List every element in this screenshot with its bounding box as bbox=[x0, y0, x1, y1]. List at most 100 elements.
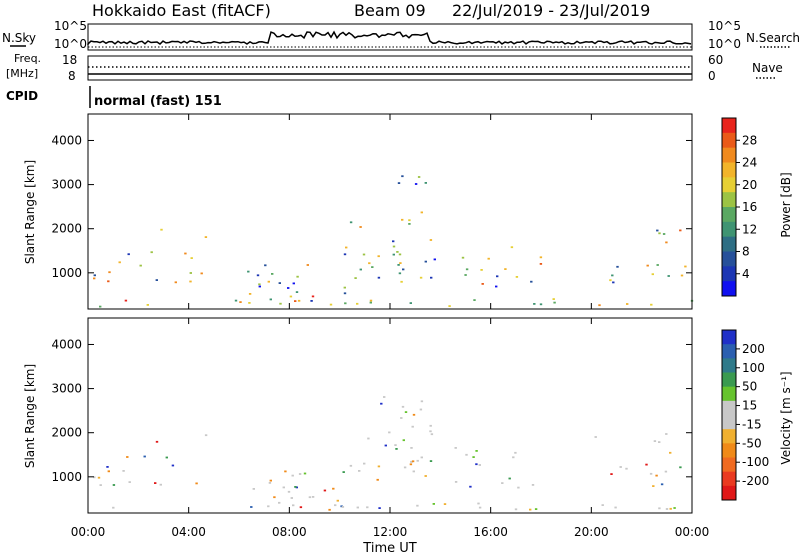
colorbar-swatch bbox=[722, 192, 736, 208]
range-time-cell bbox=[291, 474, 294, 477]
range-time-cell bbox=[128, 481, 131, 483]
range-time-cell bbox=[328, 508, 331, 511]
range-time-cell bbox=[247, 270, 250, 273]
range-tick-label: 4000 bbox=[51, 133, 82, 147]
range-time-cell bbox=[195, 482, 198, 485]
time-axis: 00:00 04:00 08:00 12:00 16:00 20:00 00:00 bbox=[71, 114, 709, 539]
colorbar-swatch bbox=[722, 415, 736, 430]
velocity-colorbar: 200 100 50 15 -15 -50 -100 -200 bbox=[721, 329, 769, 501]
range-time-cell bbox=[539, 263, 543, 265]
range-time-cell bbox=[303, 472, 307, 475]
time-tick-label: 08:00 bbox=[272, 525, 307, 539]
range-time-cell bbox=[258, 283, 261, 286]
colorbar-swatch bbox=[722, 457, 736, 473]
range-time-cell bbox=[625, 467, 628, 470]
range-time-cell bbox=[533, 303, 536, 305]
range-time-cell bbox=[660, 483, 664, 486]
range-time-cell bbox=[343, 253, 347, 256]
range-time-cell bbox=[501, 482, 504, 484]
range-time-cell bbox=[93, 274, 96, 277]
range-time-cell bbox=[294, 486, 297, 488]
range-time-cell bbox=[380, 402, 383, 405]
noise-right-tick-low: 10^0 bbox=[708, 37, 741, 51]
colorbar-swatch bbox=[722, 386, 736, 402]
range-time-cell bbox=[97, 476, 101, 479]
range-time-cell bbox=[408, 223, 411, 225]
range-time-cell bbox=[429, 239, 433, 241]
range-time-cell bbox=[419, 276, 423, 279]
range-tick-label: 4000 bbox=[51, 337, 82, 351]
range-time-cell bbox=[359, 226, 362, 228]
range-time-cell bbox=[340, 505, 343, 508]
range-time-cell bbox=[311, 496, 315, 498]
range-time-cell bbox=[417, 176, 421, 178]
range-tick-label: 1000 bbox=[51, 470, 82, 484]
range-time-cell bbox=[252, 488, 255, 490]
range-time-cell bbox=[295, 291, 299, 293]
range-time-cell bbox=[287, 287, 290, 289]
range-time-cell bbox=[510, 246, 514, 249]
range-time-cell bbox=[650, 303, 653, 306]
range-time-cell bbox=[611, 274, 614, 277]
range-time-cell bbox=[292, 282, 295, 285]
range-time-cell bbox=[419, 408, 423, 411]
range-time-cell bbox=[273, 496, 276, 499]
range-time-cell bbox=[626, 303, 629, 305]
range-time-cell bbox=[409, 302, 412, 304]
range-time-cell bbox=[424, 260, 427, 263]
range-time-cell bbox=[400, 417, 403, 419]
colorbar-tick-label: 200 bbox=[742, 342, 765, 356]
range-time-cell bbox=[665, 241, 668, 244]
range-time-cell bbox=[475, 450, 478, 452]
range-time-cell bbox=[367, 437, 370, 440]
range-time-cell bbox=[412, 413, 416, 416]
plot-title: Hokkaido East (fitACF) bbox=[92, 1, 271, 20]
range-time-cell bbox=[529, 508, 532, 511]
range-time-cell bbox=[464, 274, 467, 276]
range-time-cell bbox=[430, 433, 434, 436]
range-time-cell bbox=[165, 456, 168, 459]
velocity-y-axis: 1000 2000 3000 4000 bbox=[51, 337, 692, 484]
range-time-cell bbox=[93, 476, 96, 479]
range-tick-label: 3000 bbox=[51, 178, 82, 192]
range-time-cell bbox=[298, 473, 302, 475]
range-time-cell bbox=[160, 228, 163, 231]
range-time-cell bbox=[402, 268, 405, 271]
range-time-cell bbox=[478, 506, 482, 509]
range-time-cell bbox=[402, 439, 405, 442]
range-time-cell bbox=[154, 482, 157, 484]
colorbar-swatch bbox=[722, 471, 736, 487]
colorbar-tick-label: 16 bbox=[742, 200, 757, 214]
range-time-cell bbox=[673, 507, 676, 509]
range-time-cell bbox=[646, 264, 649, 267]
range-time-cell bbox=[127, 253, 130, 256]
range-time-cell bbox=[664, 470, 668, 473]
range-time-cell bbox=[400, 280, 403, 283]
range-time-cell bbox=[349, 464, 353, 467]
colorbar-tick-label: 8 bbox=[742, 245, 750, 259]
range-time-cell bbox=[107, 470, 110, 473]
range-time-cell bbox=[248, 302, 251, 304]
range-time-cell bbox=[268, 482, 272, 484]
range-time-cell bbox=[684, 265, 687, 268]
colorbar-tick-label: 24 bbox=[742, 156, 757, 170]
range-time-cell bbox=[174, 281, 177, 284]
range-time-cell bbox=[508, 477, 511, 480]
range-time-cell bbox=[295, 486, 298, 489]
range-time-cell bbox=[432, 503, 435, 505]
range-time-cell bbox=[269, 479, 272, 482]
range-time-cell bbox=[106, 466, 109, 468]
range-time-cell bbox=[184, 252, 187, 255]
colorbar-swatch bbox=[722, 236, 736, 252]
range-time-cell bbox=[454, 447, 457, 449]
range-time-cell bbox=[401, 175, 404, 178]
noise-left-tick-high: 10^5 bbox=[54, 19, 87, 33]
colorbar-swatch bbox=[722, 118, 736, 134]
colorbar-swatch bbox=[722, 429, 736, 444]
range-time-cell bbox=[369, 301, 372, 304]
range-time-cell bbox=[465, 268, 469, 271]
range-time-cell bbox=[392, 253, 395, 256]
range-time-cell bbox=[429, 430, 432, 433]
range-time-cell bbox=[515, 276, 519, 278]
